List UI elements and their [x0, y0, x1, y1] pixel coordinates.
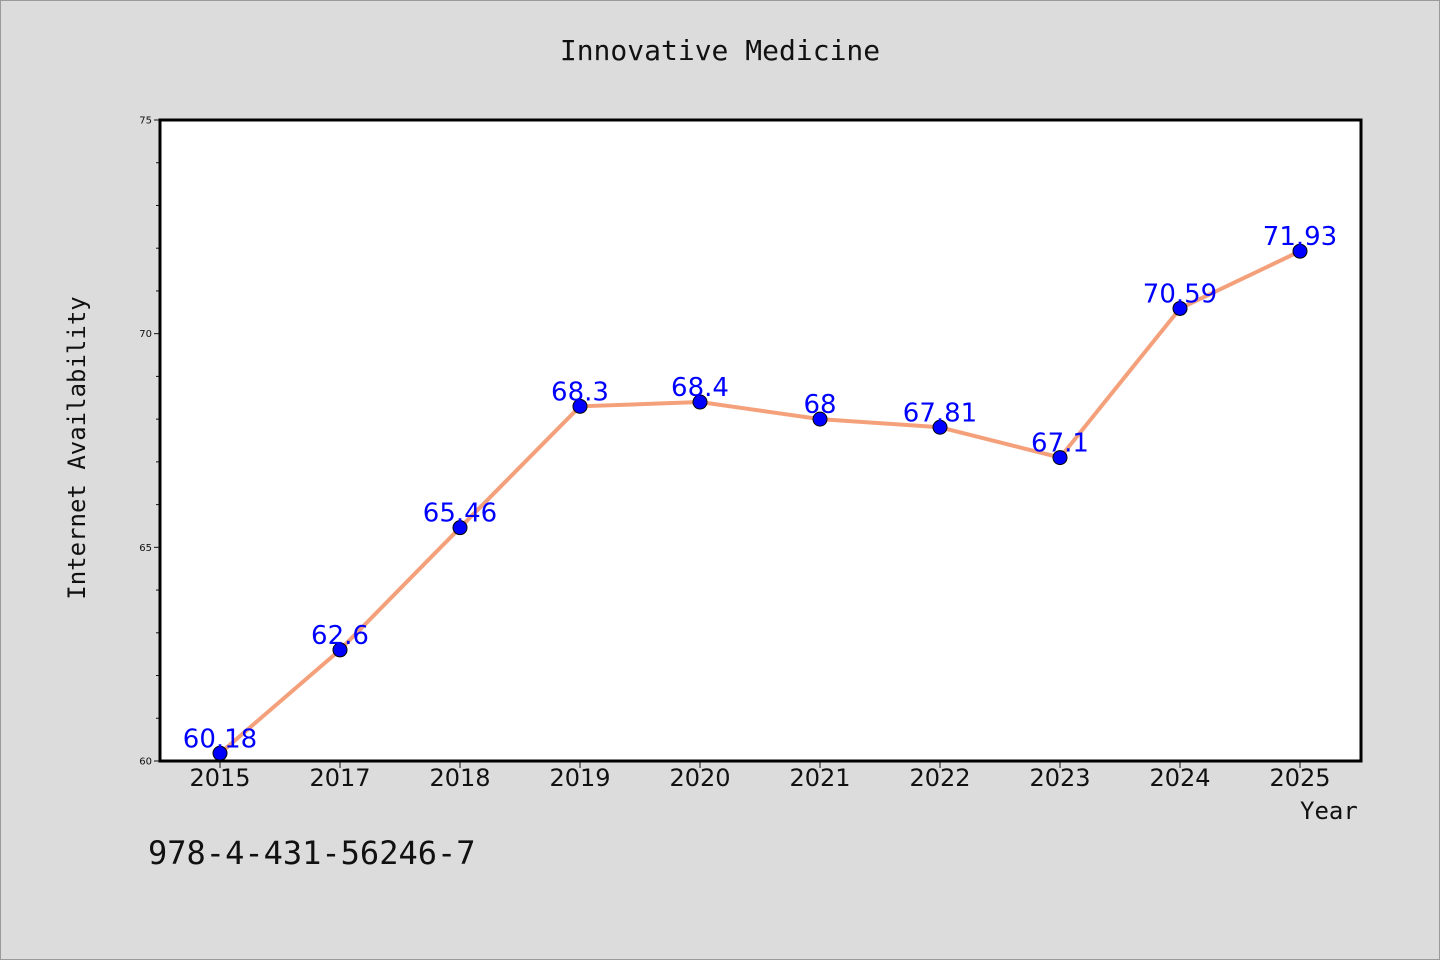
x-tick-label: 2023 — [1029, 764, 1090, 792]
data-point — [692, 394, 708, 410]
footnote-isbn: 978-4-431-56246-7 — [148, 834, 476, 872]
x-tick-label: 2017 — [309, 764, 370, 792]
data-point — [932, 419, 948, 435]
x-tick-label: 2022 — [909, 764, 970, 792]
y-tick-label: 75 — [139, 116, 152, 127]
plot-area — [160, 120, 1361, 761]
x-tick-label: 2021 — [789, 764, 850, 792]
y-tick-label: 70 — [139, 329, 152, 340]
x-tick-label: 2020 — [669, 764, 730, 792]
data-label: 65.46 — [423, 499, 497, 529]
data-point — [1292, 243, 1308, 259]
data-point — [452, 520, 468, 536]
series-line — [218, 249, 1302, 756]
x-tick-label: 2025 — [1269, 764, 1330, 792]
x-tick-label: 2018 — [429, 764, 490, 792]
data-point — [572, 398, 588, 414]
data-label: 71.93 — [1263, 222, 1337, 252]
x-axis-label: Year — [1300, 797, 1358, 825]
y-tick-label: 65 — [139, 543, 152, 554]
x-tick-label: 2019 — [549, 764, 610, 792]
plot-frame — [158, 118, 1363, 763]
data-label: 68.4 — [671, 373, 729, 403]
data-label: 68 — [803, 390, 836, 420]
data-label: 68.3 — [551, 377, 609, 407]
data-point — [1172, 300, 1188, 316]
x-tick-label: 2015 — [189, 764, 250, 792]
data-label: 60.18 — [183, 724, 257, 754]
data-point — [812, 411, 828, 427]
y-tick-label: 60 — [139, 757, 152, 768]
data-point — [332, 642, 348, 658]
data-label: 62.6 — [311, 621, 369, 651]
data-point — [1052, 450, 1068, 466]
chart-title: Innovative Medicine — [559, 34, 881, 67]
x-tick-label: 2024 — [1149, 764, 1210, 792]
data-label: 67.1 — [1031, 429, 1089, 459]
data-label: 67.81 — [903, 398, 977, 428]
data-label: 70.59 — [1143, 279, 1217, 309]
